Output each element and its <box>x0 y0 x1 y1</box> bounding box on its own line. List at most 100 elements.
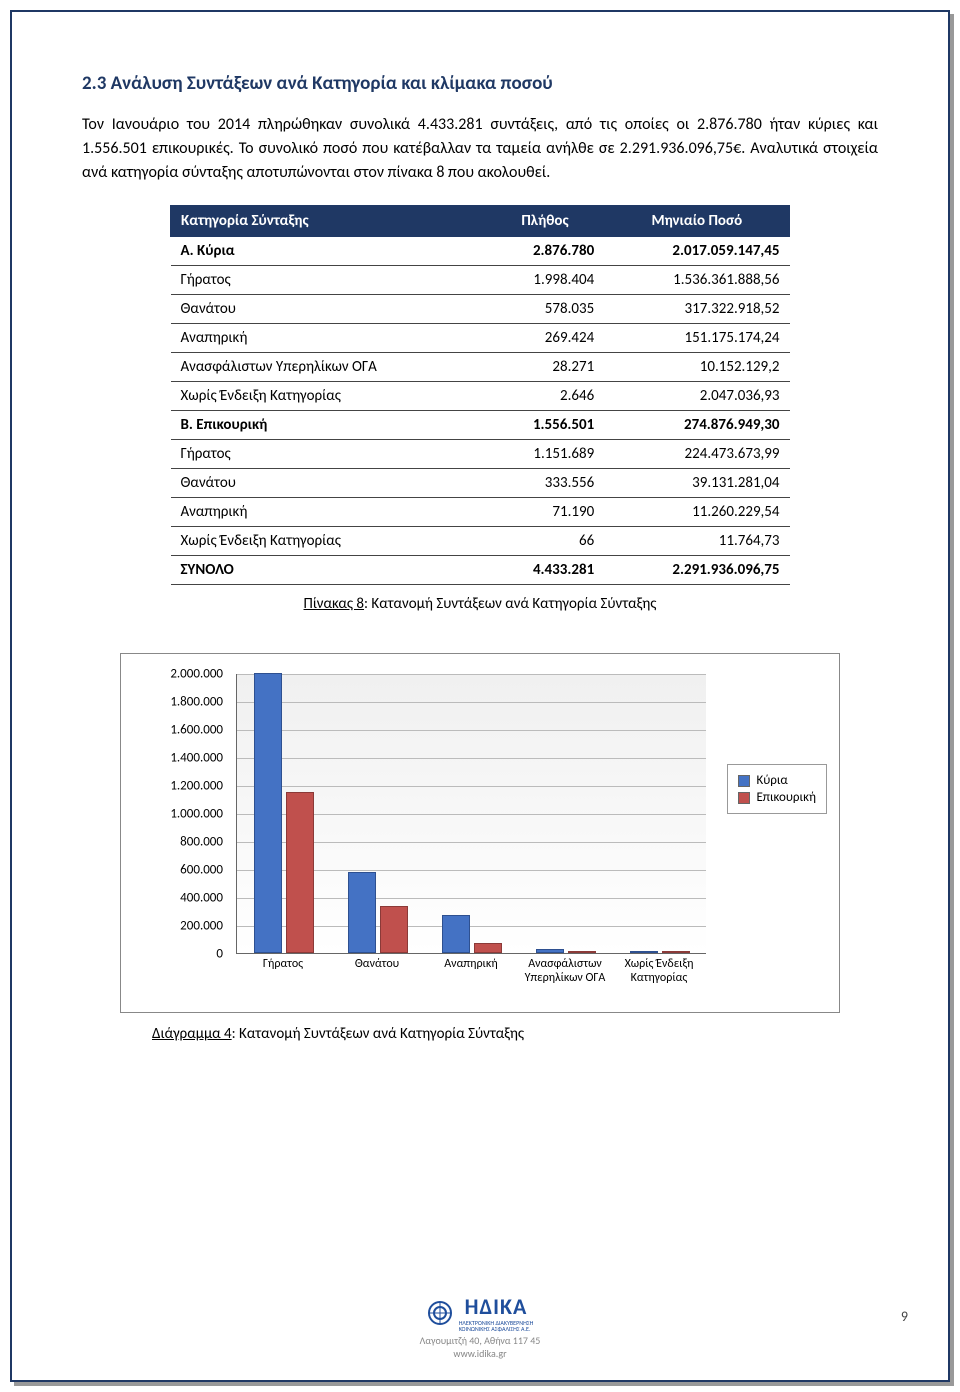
table-cell: 2.646 <box>486 382 604 411</box>
table-cell: Γήρατος <box>171 440 486 469</box>
table-cell: Α. Κύρια <box>171 237 486 266</box>
table-cell: 71.190 <box>486 498 604 527</box>
logo-text: ΗΔΙΚΑ <box>459 1293 534 1320</box>
x-axis-label: Ανασφάλιστων Υπερηλίκων ΟΓΑ <box>520 958 610 986</box>
table-cell: 10.152.129,2 <box>604 353 789 382</box>
gridline <box>237 730 706 731</box>
y-axis-label: 400.000 <box>128 891 223 906</box>
chart-legend: Κύρια Επικουρική <box>727 764 827 814</box>
chart-caption: Διάγραμμα 4: Κατανομή Συντάξεων ανά Κατη… <box>152 1025 878 1043</box>
table-row: Α. Κύρια2.876.7802.017.059.147,45 <box>171 237 790 266</box>
chart-bar <box>474 943 502 953</box>
gridline <box>237 786 706 787</box>
table-cell: 39.131.281,04 <box>604 469 789 498</box>
legend-label: Κύρια <box>756 773 787 788</box>
y-axis-label: 2.000.000 <box>128 667 223 682</box>
table-caption: Πίνακας 8: Κατανομή Συντάξεων ανά Κατηγο… <box>82 595 878 613</box>
gridline <box>237 702 706 703</box>
y-axis-label: 1.200.000 <box>128 779 223 794</box>
chart-bar <box>254 673 282 953</box>
legend-item: Κύρια <box>738 773 816 788</box>
table-row: Χωρίς Ένδειξη Κατηγορίας6611.764,73 <box>171 527 790 556</box>
logo-subtitle-2: ΚΟΙΝΩΝΙΚΗΣ ΑΣΦΑΛΙΣΗΣ Α.Ε. <box>459 1326 534 1332</box>
table-cell: 224.473.673,99 <box>604 440 789 469</box>
table-cell: 274.876.949,30 <box>604 411 789 440</box>
page-footer: ΗΔΙΚΑ ΗΛΕΚΤΡΟΝΙΚΗ ΔΙΑΚΥΒΕΡΝΗΣΗ ΚΟΙΝΩΝΙΚΗ… <box>12 1293 948 1360</box>
x-axis-label: Θανάτου <box>332 958 422 972</box>
table-row: Ανασφάλιστων Υπερηλίκων ΟΓΑ28.27110.152.… <box>171 353 790 382</box>
y-axis-label: 1.400.000 <box>128 751 223 766</box>
x-axis-label: Χωρίς Ένδειξη Κατηγορίας <box>614 958 704 986</box>
y-axis-label: 600.000 <box>128 863 223 878</box>
gridline <box>237 758 706 759</box>
table-cell: ΣΥΝΟΛΟ <box>171 556 486 585</box>
table-cell: 317.322.918,52 <box>604 295 789 324</box>
x-axis-label: Αναπηρική <box>426 958 516 972</box>
table-row: Γήρατος1.998.4041.536.361.888,56 <box>171 266 790 295</box>
legend-label: Επικουρική <box>756 790 816 805</box>
legend-swatch <box>738 792 750 804</box>
table-cell: 2.291.936.096,75 <box>604 556 789 585</box>
chart-bar <box>630 951 658 953</box>
chart-bar <box>442 915 470 953</box>
chart-bar <box>286 792 314 953</box>
table-cell: Χωρίς Ένδειξη Κατηγορίας <box>171 382 486 411</box>
table-cell: 66 <box>486 527 604 556</box>
table-cell: 11.764,73 <box>604 527 789 556</box>
table-cell: 1.556.501 <box>486 411 604 440</box>
table-row: Θανάτου578.035317.322.918,52 <box>171 295 790 324</box>
y-axis-label: 200.000 <box>128 919 223 934</box>
table-cell: 11.260.229,54 <box>604 498 789 527</box>
legend-swatch <box>738 775 750 787</box>
table-row: ΣΥΝΟΛΟ4.433.2812.291.936.096,75 <box>171 556 790 585</box>
page-frame: 2.3 Ανάλυση Συντάξεων ανά Κατηγορία και … <box>10 10 950 1382</box>
y-axis-label: 1.800.000 <box>128 695 223 710</box>
table-row: Θανάτου333.55639.131.281,04 <box>171 469 790 498</box>
footer-url: www.idika.gr <box>12 1347 948 1360</box>
section-title: 2.3 Ανάλυση Συντάξεων ανά Κατηγορία και … <box>82 72 878 95</box>
y-axis-label: 1.000.000 <box>128 807 223 822</box>
table-cell: Ανασφάλιστων Υπερηλίκων ΟΓΑ <box>171 353 486 382</box>
table-cell: Β. Επικουρική <box>171 411 486 440</box>
table-cell: Αναπηρική <box>171 498 486 527</box>
chart-caption-text: : Κατανομή Συντάξεων ανά Κατηγορία Σύντα… <box>232 1025 524 1043</box>
chart-bar <box>348 872 376 953</box>
chart-bar <box>568 951 596 953</box>
chart-bar <box>662 951 690 953</box>
pension-table: Κατηγορία Σύνταξης Πλήθος Μηνιαίο Ποσό Α… <box>170 205 790 585</box>
legend-item: Επικουρική <box>738 790 816 805</box>
table-cell: 28.271 <box>486 353 604 382</box>
y-axis-label: 800.000 <box>128 835 223 850</box>
logo-icon <box>427 1300 453 1326</box>
table-cell: Θανάτου <box>171 295 486 324</box>
table-cell: Αναπηρική <box>171 324 486 353</box>
table-cell: Γήρατος <box>171 266 486 295</box>
y-axis-label: 0 <box>128 947 223 962</box>
table-cell: 151.175.174,24 <box>604 324 789 353</box>
table-cell: 1.151.689 <box>486 440 604 469</box>
table-cell: 4.433.281 <box>486 556 604 585</box>
table-cell: 2.047.036,93 <box>604 382 789 411</box>
table-row: Αναπηρική269.424151.175.174,24 <box>171 324 790 353</box>
table-cell: 1.998.404 <box>486 266 604 295</box>
table-header-category: Κατηγορία Σύνταξης <box>171 206 486 237</box>
table-header-amount: Μηνιαίο Ποσό <box>604 206 789 237</box>
table-cell: 578.035 <box>486 295 604 324</box>
table-cell: 333.556 <box>486 469 604 498</box>
chart-bar <box>380 906 408 953</box>
table-cell: 269.424 <box>486 324 604 353</box>
table-row: Β. Επικουρική1.556.501274.876.949,30 <box>171 411 790 440</box>
table-row: Γήρατος1.151.689224.473.673,99 <box>171 440 790 469</box>
table-cell: Χωρίς Ένδειξη Κατηγορίας <box>171 527 486 556</box>
table-cell: 2.017.059.147,45 <box>604 237 789 266</box>
y-axis-label: 1.600.000 <box>128 723 223 738</box>
footer-address: Λαγουμιτζή 40, Αθήνα 117 45 <box>12 1334 948 1347</box>
gridline <box>237 674 706 675</box>
table-cell: 2.876.780 <box>486 237 604 266</box>
table-cell: 1.536.361.888,56 <box>604 266 789 295</box>
table-row: Αναπηρική71.19011.260.229,54 <box>171 498 790 527</box>
table-caption-label: Πίνακας 8 <box>304 595 365 613</box>
bar-chart: 0 200.000 400.000 600.000 800.000 1.000.000 1.… <box>120 653 840 1013</box>
x-axis-label: Γήρατος <box>238 958 328 972</box>
chart-bar <box>536 949 564 953</box>
